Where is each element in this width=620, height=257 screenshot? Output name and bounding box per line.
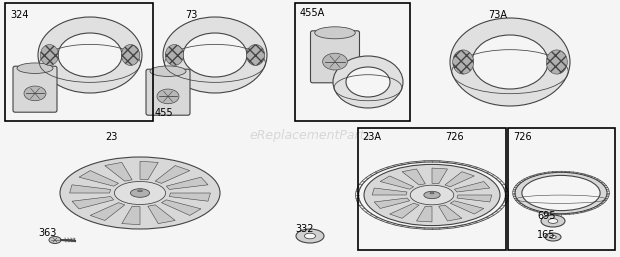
Ellipse shape [430, 192, 434, 194]
Ellipse shape [364, 164, 500, 226]
Polygon shape [432, 168, 448, 184]
Ellipse shape [545, 233, 561, 241]
Ellipse shape [322, 53, 347, 70]
Polygon shape [148, 205, 175, 224]
Text: 726: 726 [445, 132, 464, 142]
Ellipse shape [333, 56, 403, 108]
Ellipse shape [24, 86, 46, 101]
Polygon shape [374, 198, 410, 208]
Ellipse shape [453, 50, 474, 74]
Text: 73: 73 [185, 10, 197, 20]
Text: eReplacementParts: eReplacementParts [249, 128, 371, 142]
Ellipse shape [60, 157, 220, 229]
Polygon shape [439, 205, 462, 221]
Polygon shape [105, 162, 132, 181]
Ellipse shape [38, 17, 142, 93]
Text: 73A: 73A [488, 10, 507, 20]
Ellipse shape [138, 190, 143, 192]
Ellipse shape [548, 219, 558, 223]
Text: 23A: 23A [362, 132, 381, 142]
Text: 455A: 455A [300, 8, 326, 18]
Polygon shape [166, 177, 208, 189]
FancyBboxPatch shape [13, 66, 57, 112]
Ellipse shape [40, 44, 58, 66]
Polygon shape [457, 195, 492, 202]
Bar [5, 3, 153, 121]
Ellipse shape [346, 67, 390, 97]
Ellipse shape [450, 18, 570, 106]
Text: 363: 363 [38, 228, 56, 238]
Text: 455: 455 [155, 108, 174, 118]
Text: 23: 23 [105, 132, 117, 142]
Ellipse shape [541, 215, 565, 227]
Text: 695: 695 [537, 211, 556, 221]
Ellipse shape [424, 191, 440, 199]
Ellipse shape [315, 27, 355, 39]
Bar [358, 128, 506, 250]
Ellipse shape [122, 44, 140, 66]
Polygon shape [417, 206, 432, 222]
Polygon shape [380, 176, 414, 189]
Polygon shape [122, 206, 140, 225]
FancyBboxPatch shape [311, 31, 360, 83]
Ellipse shape [546, 50, 567, 74]
Ellipse shape [150, 66, 186, 76]
Text: 324: 324 [10, 10, 29, 20]
Polygon shape [91, 203, 125, 221]
Polygon shape [79, 171, 118, 186]
Polygon shape [402, 169, 425, 185]
Polygon shape [69, 185, 110, 193]
Ellipse shape [550, 235, 556, 238]
Polygon shape [372, 188, 407, 195]
Ellipse shape [472, 35, 548, 89]
Ellipse shape [410, 185, 454, 205]
Ellipse shape [515, 172, 607, 214]
Ellipse shape [115, 181, 166, 205]
Polygon shape [72, 197, 113, 209]
FancyBboxPatch shape [146, 69, 190, 115]
Bar [508, 128, 615, 250]
Text: 165: 165 [537, 230, 556, 240]
Ellipse shape [183, 33, 247, 77]
Ellipse shape [247, 44, 265, 66]
Ellipse shape [304, 233, 316, 239]
Polygon shape [445, 172, 474, 187]
Polygon shape [155, 166, 190, 183]
Polygon shape [390, 203, 419, 218]
Ellipse shape [58, 33, 122, 77]
Text: 726: 726 [513, 132, 531, 142]
Text: 332: 332 [295, 224, 314, 234]
Polygon shape [161, 200, 201, 215]
Polygon shape [450, 201, 484, 214]
Ellipse shape [49, 236, 61, 243]
Ellipse shape [522, 176, 600, 210]
Polygon shape [454, 181, 490, 192]
Ellipse shape [163, 17, 267, 93]
Ellipse shape [130, 189, 149, 197]
Bar [295, 3, 410, 121]
Ellipse shape [166, 44, 184, 66]
Polygon shape [169, 193, 210, 201]
Ellipse shape [17, 63, 53, 74]
Polygon shape [140, 161, 158, 180]
Ellipse shape [157, 89, 179, 104]
Ellipse shape [296, 229, 324, 243]
